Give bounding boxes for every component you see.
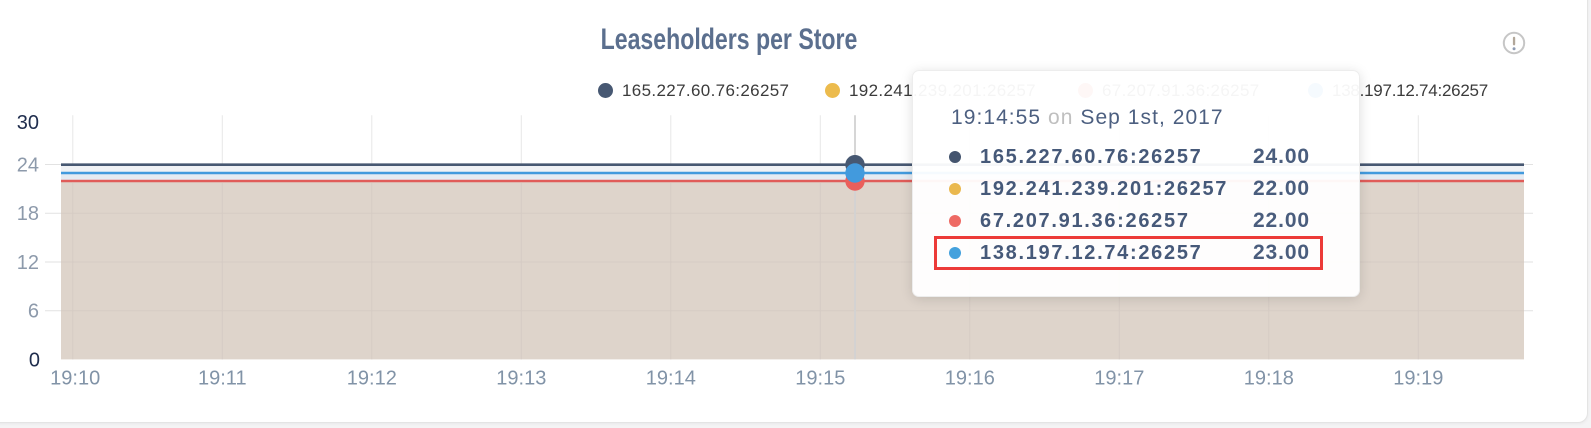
svg-text:19:11: 19:11 xyxy=(198,368,247,390)
svg-text:19:18: 19:18 xyxy=(1244,368,1294,390)
svg-text:19:16: 19:16 xyxy=(945,368,995,390)
svg-text:19:10: 19:10 xyxy=(50,368,100,390)
svg-text:19:12: 19:12 xyxy=(347,368,397,390)
svg-text:6: 6 xyxy=(28,301,39,323)
svg-text:19:15: 19:15 xyxy=(795,368,845,390)
svg-text:19:14: 19:14 xyxy=(646,368,696,390)
svg-text:12: 12 xyxy=(17,252,39,274)
svg-text:19:19: 19:19 xyxy=(1393,368,1443,390)
svg-text:19:13: 19:13 xyxy=(496,368,546,390)
svg-text:0: 0 xyxy=(29,350,40,372)
svg-text:19:17: 19:17 xyxy=(1094,368,1144,390)
svg-text:30: 30 xyxy=(17,112,39,134)
svg-text:18: 18 xyxy=(17,203,39,225)
svg-text:24: 24 xyxy=(17,155,39,177)
